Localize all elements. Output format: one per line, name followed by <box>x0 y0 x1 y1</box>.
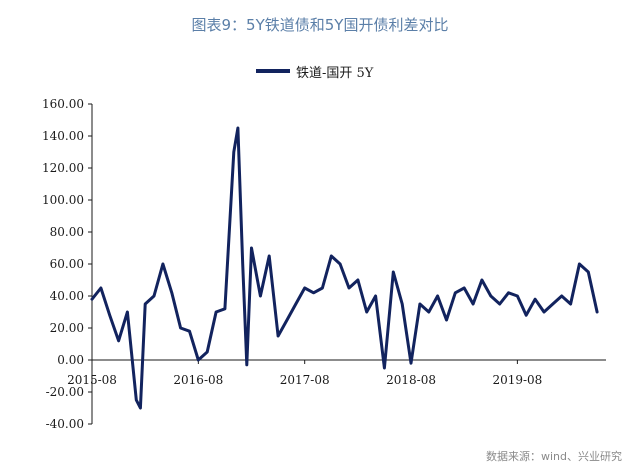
data-point <box>427 310 430 314</box>
data-point <box>578 262 581 266</box>
data-point <box>241 262 244 266</box>
data-point <box>445 318 448 322</box>
data-point <box>152 294 156 298</box>
data-point <box>533 298 537 301</box>
data-point <box>117 339 120 342</box>
data-point <box>480 278 484 282</box>
legend-label: 铁道-国开 5Y <box>296 65 374 81</box>
y-tick-label: -20.00 <box>46 385 84 399</box>
x-tick-label: 2018-08 <box>386 373 436 387</box>
y-tick-label: 80.00 <box>50 225 84 239</box>
data-point <box>383 366 386 370</box>
data-point <box>135 398 138 402</box>
series-layer <box>90 126 599 410</box>
data-point <box>276 334 280 338</box>
y-tick-label: 40.00 <box>50 289 84 303</box>
data-point <box>392 270 395 274</box>
x-tick-label: 2015-08 <box>67 373 117 387</box>
data-point <box>471 302 475 306</box>
data-point <box>214 310 218 314</box>
x-axis: 2015-08 2016-08 2017-08 2018-08 2019-08 <box>67 359 606 387</box>
data-point <box>139 406 142 410</box>
y-tick-label: 20.00 <box>50 321 84 335</box>
legend-swatch <box>256 69 290 73</box>
data-point <box>206 350 209 354</box>
y-tick-label: 160.00 <box>42 97 84 111</box>
data-point <box>525 314 528 317</box>
data-point <box>338 262 342 266</box>
data-point <box>144 302 147 306</box>
data-point <box>516 294 519 298</box>
data-point <box>436 294 439 298</box>
legend: 铁道-国开 5Y <box>256 61 373 81</box>
x-tick-label: 2016-08 <box>173 373 223 387</box>
y-tick-label: 120.00 <box>42 161 84 175</box>
data-point <box>259 294 262 298</box>
data-point <box>569 302 572 306</box>
data-point <box>108 314 111 317</box>
data-point <box>236 126 240 130</box>
data-point <box>245 363 248 366</box>
data-point <box>188 330 191 333</box>
data-point <box>542 310 546 314</box>
data-point <box>401 302 404 306</box>
y-tick-label: 100.00 <box>42 193 84 207</box>
data-point <box>232 150 235 154</box>
x-tick-label: 2017-08 <box>280 373 330 387</box>
data-point <box>170 291 173 294</box>
data-point <box>365 310 368 314</box>
data-point <box>507 291 510 294</box>
data-point <box>268 254 271 258</box>
data-point <box>99 286 103 290</box>
data-point <box>285 318 289 322</box>
data-point <box>409 362 413 365</box>
data-point <box>250 246 253 250</box>
data-point <box>330 254 333 258</box>
x-tick-label: 2019-08 <box>492 373 542 387</box>
data-point <box>560 294 563 298</box>
data-point <box>197 358 200 362</box>
data-point <box>347 286 351 290</box>
y-tick-label: 60.00 <box>50 257 84 271</box>
data-point <box>321 286 324 290</box>
data-point <box>463 286 466 290</box>
source-note: 数据来源：wind、兴业研究 <box>485 450 622 463</box>
data-point <box>223 307 227 310</box>
data-point <box>312 291 315 294</box>
data-point <box>587 270 590 274</box>
data-point <box>161 262 165 266</box>
data-point <box>374 294 377 298</box>
data-point <box>595 310 599 314</box>
chart-title: 图表9：5Y铁道债和5Y国开债利差对比 <box>191 16 449 34</box>
series-line <box>90 126 599 410</box>
y-axis: 160.00 140.00 120.00 100.00 80.00 60.00 40.00 2… <box>42 97 93 431</box>
data-point <box>126 310 129 314</box>
data-point <box>454 291 457 294</box>
data-point <box>551 302 554 306</box>
data-point <box>90 298 94 301</box>
y-tick-label: 140.00 <box>42 129 84 143</box>
data-point <box>418 302 422 306</box>
data-point <box>498 302 501 306</box>
data-point <box>179 326 182 330</box>
y-tick-label: -40.00 <box>46 417 84 431</box>
data-point <box>356 278 360 282</box>
data-point <box>294 302 297 306</box>
data-point <box>489 294 492 298</box>
y-tick-label: 0.00 <box>57 353 84 367</box>
data-point <box>303 286 306 290</box>
